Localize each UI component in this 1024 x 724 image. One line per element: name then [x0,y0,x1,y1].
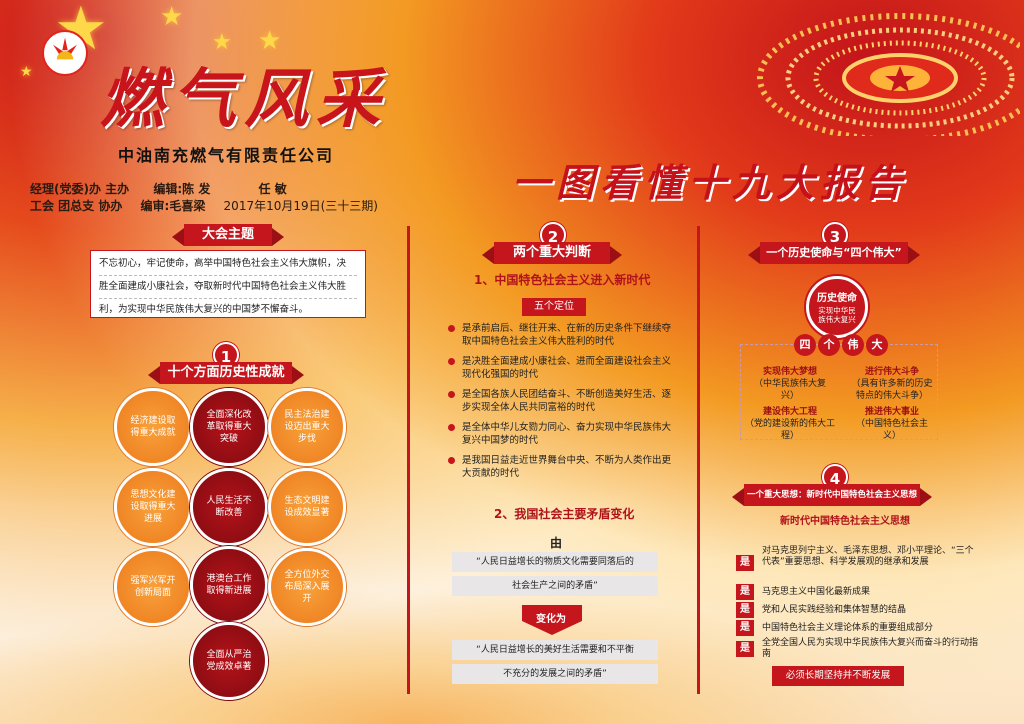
old-contradiction-line: “人民日益增长的物质文化需要同落后的 [452,552,658,572]
main-heading: 一图看懂十九大报告 [512,160,909,205]
credit-reviewer: 编审:毛喜梁 [140,199,206,213]
thought-point: 中国特色社会主义理论体系的重要组成部分 [762,623,934,633]
issue-date: 2017年10月19日(三十三期) [223,199,378,213]
section-4-sub: 新时代中国特色社会主义思想 [780,516,910,527]
goal-item: 进行伟大斗争 （具有许多新的历史特点的伟大斗争） [850,366,934,402]
star-icon: ★ [212,30,232,55]
persist-banner: 必须长期坚持并不断发展 [772,666,904,686]
theme-line: 胜全面建成小康社会，夺取新时代中国特色社会主义伟大胜 [99,276,357,299]
star-icon: ★ [160,2,184,32]
goal-desc: （党的建设新的伟大工程） [744,419,835,441]
new-contradiction-line: “人民日益增长的美好生活需要和不平衡 [452,640,658,660]
star-icon: ★ [20,64,33,80]
goal-desc: （中国特色社会主义） [855,419,928,441]
from-label: 由 [550,536,563,550]
achievement-circle: 强军兴军开创新局面 [114,548,192,626]
credit-editor: 编辑:陈 发 [153,182,211,196]
list-item: 是全体中华儿女勠力同心、奋力实现中华民族伟大复兴中国梦的时代 [446,421,676,447]
thought-point: 党和人民实践经验和集体智慧的结晶 [762,605,907,615]
five-positions-list: 是承前启后、继往开来、在新的历史条件下继续夺取中国特色社会主义伟大胜利的时代 是… [446,322,676,487]
achievement-circle: 经济建设取得重大成就 [114,388,192,466]
column-divider [697,226,700,694]
four-char: 四 [794,334,816,356]
list-item: 是承前启后、继往开来、在新的历史条件下继续夺取中国特色社会主义伟大胜利的时代 [446,322,676,348]
goal-item: 推进伟大事业 （中国特色社会主义） [850,406,934,442]
list-item: 是决胜全面建成小康社会、进而全面建设社会主义现代化强国的时代 [446,355,676,381]
arrow-down-icon [522,605,582,635]
shi-marker: 是 [736,641,754,657]
section-2-sub-1: 1、中国特色社会主义进入新时代 [474,273,651,287]
mission-circle: 历史使命 实现中华民族伟大复兴 [806,276,868,338]
achievement-circle: 全面深化改革取得重大突破 [190,388,268,466]
goal-item: 建设伟大工程 （党的建设新的伟大工程） [744,406,836,442]
company-name: 中油南充燃气有限责任公司 [118,146,335,165]
thought-point: 全党全国人民为实现中华民族伟大复兴而奋斗的行动指南 [762,638,979,659]
shi-marker: 是 [736,584,754,600]
achievement-circle: 全面从严治党成效卓著 [190,622,268,700]
section-4-title: 一个重大思想：新时代中国特色社会主义思想 [732,484,932,506]
thought-point: 马克思主义中国化最新成果 [762,587,871,597]
credits-line-1: 经理(党委)办 主办 编辑:陈 发 任 敏 [30,180,301,197]
goal-title: 建设伟大工程 [762,407,817,417]
theme-line: 不忘初心，牢记使命，高举中国特色社会主义伟大旗帜，决 [99,253,357,276]
four-char: 大 [866,334,888,356]
change-label: 变化为 [536,614,566,625]
achievement-circle: 全方位外交布局深入展开 [268,548,346,626]
star-icon: ★ [258,26,282,56]
list-item: 是全国各族人民团结奋斗、不断创造美好生活、逐步实现全体人民共同富裕的时代 [446,388,676,414]
section-2-sub-2: 2、我国社会主要矛盾变化 [494,507,635,521]
five-positions-pill: 五个定位 [522,298,586,316]
achievement-circle: 港澳台工作取得新进展 [190,546,268,624]
new-contradiction-line: 不充分的发展之间的矛盾” [452,664,658,684]
four-char: 伟 [842,334,864,356]
achievement-circle: 民主法治建设迈出重大步伐 [268,388,346,466]
achievement-circle: 思想文化建设取得重大进展 [114,468,192,546]
four-char: 个 [818,334,840,356]
section-2-title: 两个重大判断 [482,242,622,264]
achievement-circle: 生态文明建设成效显著 [268,468,346,546]
mission-label: 历史使命 [817,293,857,304]
goal-desc: （中华民族伟大复兴） [753,379,826,401]
column-divider [407,226,410,694]
goal-item: 实现伟大梦想 （中华民族伟大复兴） [750,366,830,402]
petrochina-logo-icon [42,30,88,76]
theme-line: 利，为实现中华民族伟大复兴的中国梦不懈奋斗。 [99,304,309,315]
mission-text: 实现中华民族伟大复兴 [818,306,856,324]
goal-title: 进行伟大斗争 [864,367,919,377]
shi-marker: 是 [736,620,754,636]
goal-title: 推进伟大事业 [864,407,919,417]
achievement-circle: 人民生活不断改善 [190,468,268,546]
credits-line-2: 工会 团总支 协办 编审:毛喜梁 2017年10月19日(三十三期) [30,197,392,214]
theme-box: 不忘初心，牢记使命，高举中国特色社会主义伟大旗帜，决 胜全面建成小康社会，夺取新… [90,250,366,318]
national-emblem-star-icon [757,13,1020,136]
list-item: 是我国日益走近世界舞台中央、不断为人类作出更大贡献的时代 [446,454,676,480]
section-3-title: 一个历史使命与“四个伟大” [748,242,920,264]
old-contradiction-line: 社会生产之间的矛盾” [452,576,658,596]
section-1-title: 十个方面历史性成就 [148,362,304,384]
credit-cohost: 工会 团总支 协办 [30,199,123,213]
newsletter-title: 燃气风采 [100,62,388,137]
theme-label: 大会主题 [172,224,284,246]
goal-title: 实现伟大梦想 [762,367,817,377]
shi-marker: 是 [736,602,754,618]
shi-marker: 是 [736,555,754,571]
goal-desc: （具有许多新的历史特点的伟大斗争） [851,379,933,401]
credit-editor-2: 任 敏 [258,182,287,196]
credit-host: 经理(党委)办 主办 [30,182,130,196]
thought-point: 对马克思列宁主义、毛泽东思想、邓小平理论、“三个代表”重要思想、科学发展观的继承… [762,546,974,567]
